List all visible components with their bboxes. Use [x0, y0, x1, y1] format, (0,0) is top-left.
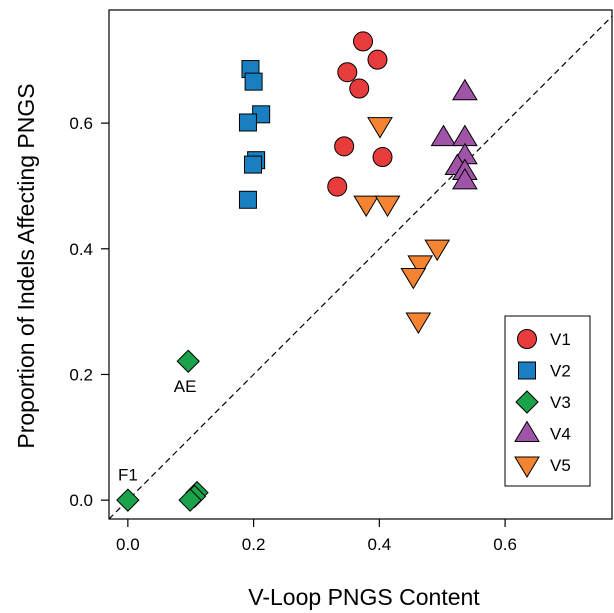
y-axis-label: Proportion of Indels Affecting PNGS — [13, 83, 39, 448]
legend-marker-v4 — [514, 420, 540, 442]
legend-label: V4 — [550, 425, 571, 444]
data-point-v5 — [353, 195, 380, 218]
data-point-v2 — [244, 72, 263, 91]
series-v2 — [238, 60, 271, 209]
x-tick-label: 0.0 — [116, 535, 140, 554]
data-point-v5 — [405, 312, 432, 335]
series-v3 — [116, 349, 209, 512]
data-point-v5 — [424, 239, 451, 262]
legend-item-v2: V2 — [518, 361, 571, 381]
legend-marker-v1 — [517, 329, 537, 349]
data-point-v1 — [353, 31, 374, 52]
annotation-label: F1 — [118, 465, 138, 484]
data-point-v1 — [367, 49, 388, 70]
series-v1 — [327, 31, 393, 197]
plot-area — [108, 9, 613, 520]
legend-item-v1: V1 — [517, 329, 571, 349]
data-point-v5 — [374, 195, 401, 218]
annotation-label: AE — [174, 377, 197, 396]
x-tick-label: 0.2 — [242, 535, 266, 554]
legend-label: V3 — [550, 393, 571, 412]
data-point-v1 — [334, 136, 355, 157]
x-tick-label: 0.6 — [493, 535, 517, 554]
y-tick-label: 0.4 — [69, 240, 93, 259]
x-tick-label: 0.4 — [368, 535, 392, 554]
legend-marker-v5 — [514, 456, 540, 478]
data-point-v5 — [400, 267, 427, 290]
legend-item-v4: V4 — [514, 420, 571, 444]
legend-marker-v3 — [515, 390, 539, 414]
legend-item-v5: V5 — [514, 456, 571, 478]
data-point-v2 — [238, 113, 257, 132]
data-point-v5 — [367, 117, 393, 139]
data-point-v5 — [407, 255, 434, 277]
data-point-v4 — [451, 167, 478, 190]
legend: V1 V2 V3 V4 V5 — [504, 315, 591, 487]
data-point-v4 — [430, 124, 457, 147]
legend-item-v3: V3 — [515, 390, 571, 414]
legend-marker-v2 — [518, 361, 536, 380]
data-point-v1 — [327, 176, 348, 197]
data-point-v1 — [337, 62, 358, 83]
legend-label: V5 — [550, 456, 571, 475]
data-point-v3 — [116, 488, 140, 512]
axes: 0.0 0.2 0.4 0.6 0.0 0.2 0.4 0.6 — [69, 114, 517, 554]
x-axis-label: V-Loop PNGS Content — [248, 584, 480, 610]
data-point-v2 — [238, 190, 257, 209]
data-point-v3 — [178, 488, 202, 512]
annotations: AE F1 — [118, 377, 196, 485]
series-v4 — [430, 78, 478, 190]
data-point-v1 — [349, 78, 370, 99]
y-tick-label: 0.2 — [69, 365, 93, 384]
y-tick-label: 0.6 — [69, 114, 93, 133]
legend-label: V1 — [550, 330, 571, 349]
reference-line — [109, 15, 612, 519]
data-point-v1 — [372, 147, 393, 168]
data-point-v2 — [243, 155, 262, 174]
data-point-v3 — [176, 349, 200, 373]
y-tick-label: 0.0 — [69, 491, 93, 510]
data-point-v4 — [451, 78, 478, 101]
legend-label: V2 — [550, 362, 571, 381]
series-v5 — [353, 117, 451, 335]
data-point-v4 — [451, 124, 478, 147]
plot-frame — [108, 9, 613, 520]
data-points — [116, 31, 478, 512]
